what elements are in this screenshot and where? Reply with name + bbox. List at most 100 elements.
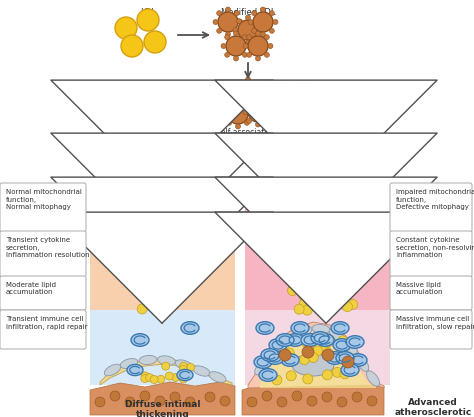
Circle shape (179, 365, 187, 373)
Ellipse shape (193, 366, 210, 376)
Circle shape (246, 102, 250, 107)
Circle shape (242, 53, 247, 58)
Circle shape (286, 371, 296, 381)
Circle shape (238, 82, 258, 102)
Circle shape (247, 397, 257, 407)
Circle shape (292, 391, 302, 401)
Circle shape (238, 98, 243, 103)
Circle shape (258, 90, 263, 95)
Circle shape (309, 347, 319, 357)
Circle shape (277, 397, 287, 407)
Circle shape (269, 11, 274, 16)
Circle shape (221, 43, 226, 48)
Ellipse shape (316, 334, 334, 346)
Circle shape (225, 53, 230, 58)
Circle shape (255, 19, 259, 24)
Circle shape (243, 43, 248, 48)
Circle shape (271, 106, 276, 111)
Circle shape (322, 337, 332, 347)
Circle shape (340, 369, 350, 379)
Ellipse shape (326, 352, 344, 364)
Circle shape (288, 286, 298, 296)
Circle shape (322, 392, 332, 402)
Circle shape (243, 110, 248, 115)
Ellipse shape (303, 158, 315, 170)
Circle shape (246, 43, 251, 48)
Ellipse shape (104, 364, 121, 376)
Ellipse shape (269, 339, 287, 351)
Text: LDL: LDL (140, 8, 156, 17)
Circle shape (264, 100, 269, 106)
Circle shape (157, 375, 165, 383)
Circle shape (319, 286, 329, 296)
Circle shape (145, 294, 155, 304)
Circle shape (261, 32, 265, 37)
Circle shape (217, 89, 222, 94)
Circle shape (244, 121, 249, 126)
Circle shape (255, 122, 261, 127)
Text: Modified LDL: Modified LDL (221, 8, 275, 17)
Circle shape (248, 102, 268, 122)
Circle shape (170, 392, 180, 402)
Bar (245, 182, 390, 310)
Circle shape (246, 40, 250, 45)
Circle shape (308, 287, 318, 297)
Circle shape (238, 20, 243, 25)
Ellipse shape (159, 141, 171, 153)
Circle shape (165, 372, 173, 380)
Circle shape (367, 396, 377, 406)
Circle shape (226, 85, 230, 90)
Circle shape (213, 20, 218, 25)
Circle shape (307, 396, 317, 406)
Circle shape (185, 397, 195, 407)
Circle shape (172, 374, 180, 382)
Circle shape (294, 304, 304, 314)
FancyBboxPatch shape (0, 231, 86, 277)
Circle shape (264, 53, 269, 58)
FancyBboxPatch shape (0, 183, 86, 232)
Ellipse shape (254, 356, 272, 368)
Circle shape (248, 111, 253, 116)
Circle shape (264, 35, 269, 40)
Circle shape (238, 20, 258, 40)
Ellipse shape (120, 359, 138, 369)
Ellipse shape (209, 372, 226, 382)
Ellipse shape (317, 161, 328, 174)
Circle shape (158, 145, 168, 155)
Circle shape (237, 36, 242, 41)
Circle shape (255, 80, 259, 85)
Circle shape (246, 15, 250, 20)
Circle shape (268, 110, 273, 115)
Circle shape (233, 28, 238, 33)
Circle shape (305, 142, 315, 152)
Circle shape (262, 391, 272, 401)
Ellipse shape (261, 349, 279, 361)
Circle shape (325, 335, 335, 345)
Ellipse shape (286, 334, 304, 346)
Ellipse shape (255, 196, 301, 231)
Text: Transient immune cell
infiltration, rapid repair: Transient immune cell infiltration, rapi… (6, 316, 88, 329)
Circle shape (303, 374, 313, 384)
Circle shape (226, 110, 230, 115)
Circle shape (336, 208, 340, 214)
Circle shape (261, 7, 265, 12)
Circle shape (337, 285, 347, 295)
Circle shape (226, 32, 230, 37)
Circle shape (352, 392, 362, 402)
Circle shape (226, 36, 246, 56)
Ellipse shape (162, 155, 175, 165)
Circle shape (342, 356, 354, 368)
Ellipse shape (312, 134, 323, 147)
Ellipse shape (301, 145, 314, 156)
Ellipse shape (291, 322, 309, 334)
Circle shape (279, 349, 291, 361)
Circle shape (313, 159, 323, 169)
Circle shape (226, 7, 230, 12)
Circle shape (234, 28, 239, 33)
Circle shape (246, 118, 252, 123)
Circle shape (95, 397, 105, 407)
FancyBboxPatch shape (0, 276, 86, 310)
Ellipse shape (266, 352, 284, 364)
Circle shape (255, 31, 261, 36)
Circle shape (220, 396, 230, 406)
